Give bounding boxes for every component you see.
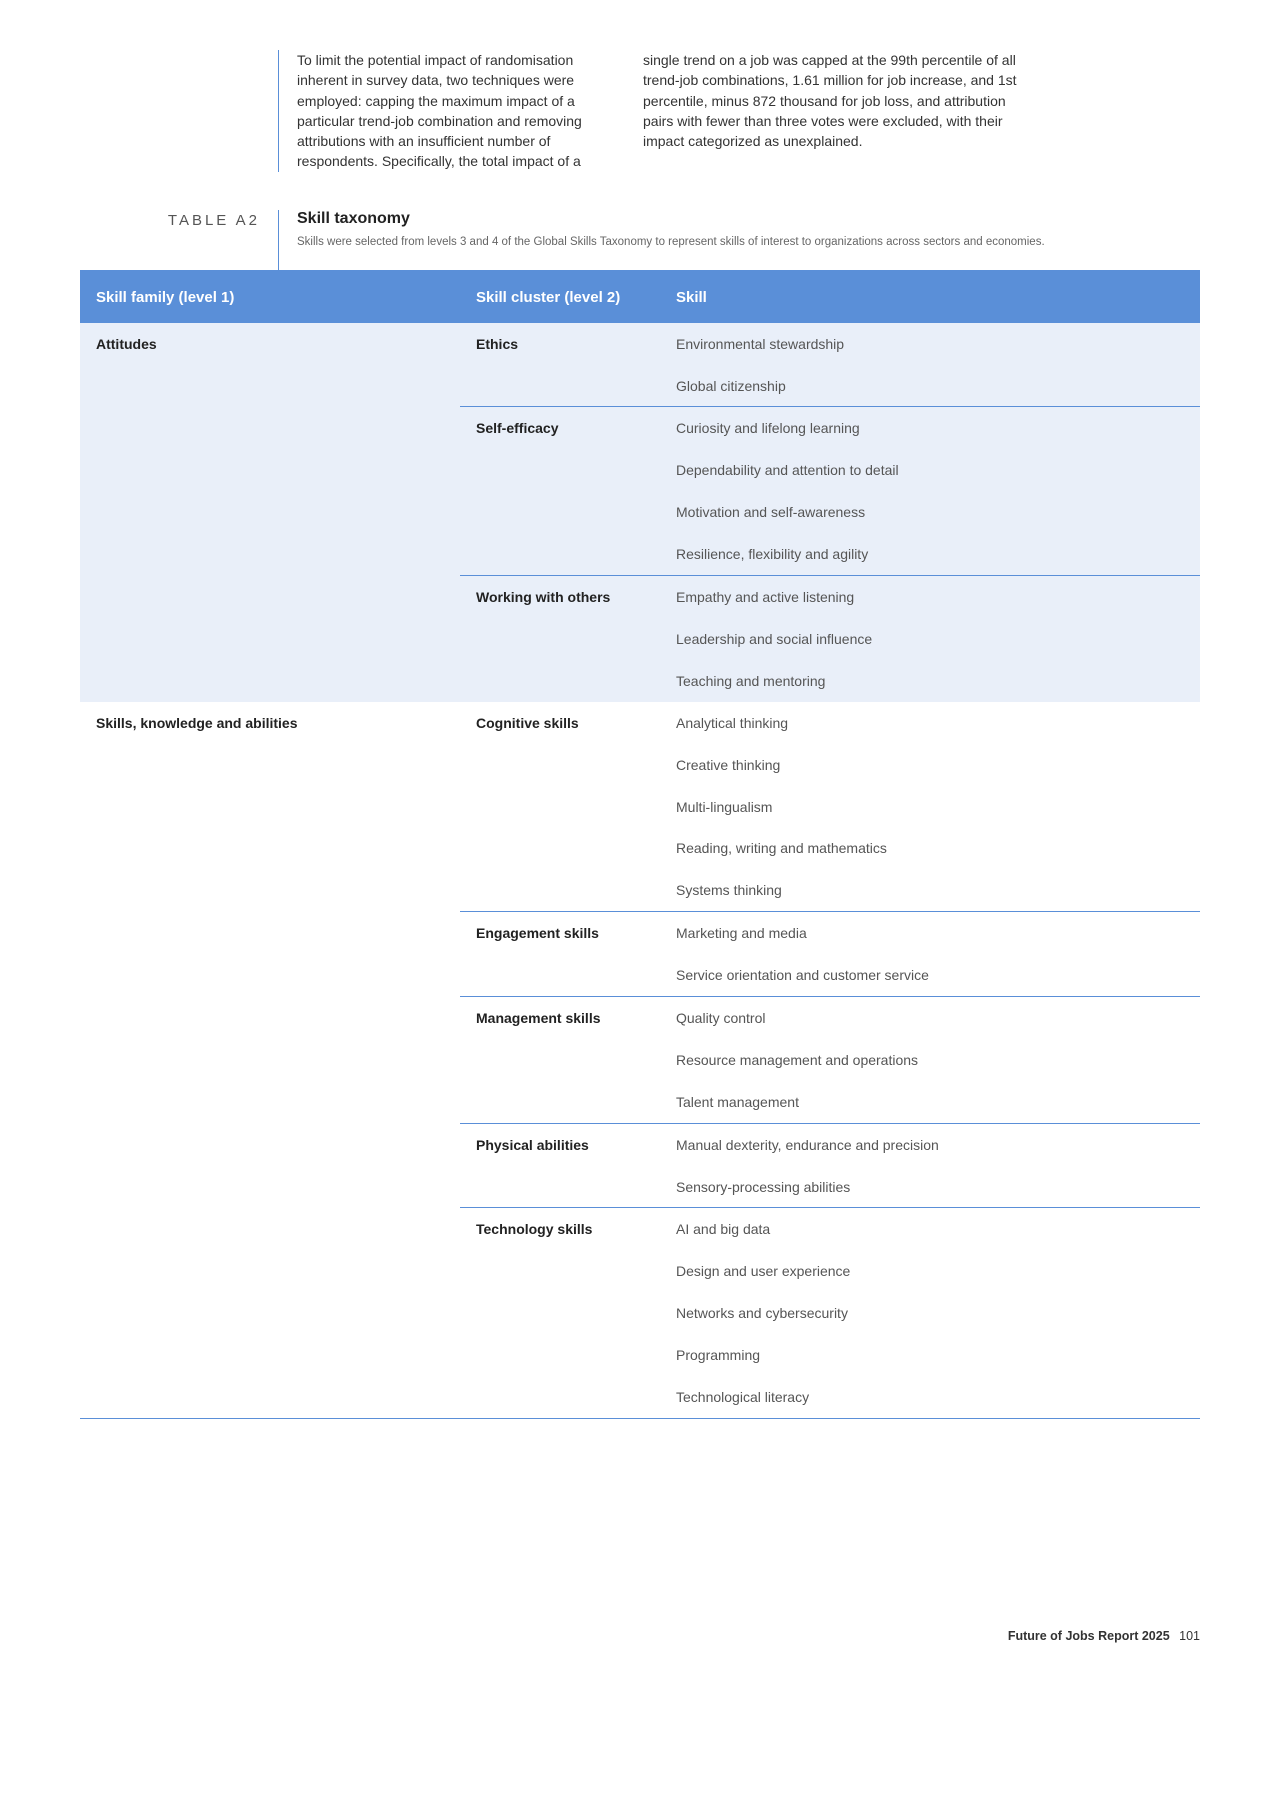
skill-cluster-cell: Working with others: [460, 576, 660, 702]
skill-taxonomy-table: Skill family (level 1) Skill cluster (le…: [80, 270, 1200, 1418]
skill-cell: Systems thinking: [660, 869, 1200, 911]
skill-cluster-cell: Ethics: [460, 323, 660, 407]
table-title-block: Skill taxonomy Skills were selected from…: [278, 210, 1200, 271]
intro-left-column: To limit the potential impact of randomi…: [278, 50, 633, 172]
skill-cell: Curiosity and lifelong learning: [660, 407, 1200, 449]
header-skill: Skill: [660, 272, 1200, 322]
skill-cell: Dependability and attention to detail: [660, 449, 1200, 491]
skill-cell: Sensory-processing abilities: [660, 1166, 1200, 1208]
skill-cell: Multi-lingualism: [660, 786, 1200, 828]
skill-cell: Environmental stewardship: [660, 323, 1200, 365]
skill-family-cell: Attitudes: [80, 323, 460, 702]
skill-cell: Quality control: [660, 996, 1200, 1038]
table-title: Skill taxonomy: [297, 210, 1200, 228]
skill-cell: Service orientation and customer service: [660, 954, 1200, 996]
header-skill-cluster: Skill cluster (level 2): [460, 272, 660, 322]
skill-cluster-cell: Physical abilities: [460, 1123, 660, 1208]
skill-cell: Technological literacy: [660, 1376, 1200, 1418]
table-body: AttitudesEthicsEnvironmental stewardship…: [80, 323, 1200, 1419]
skill-cell: Resource management and operations: [660, 1039, 1200, 1081]
skill-cell: Creative thinking: [660, 744, 1200, 786]
table-row: Skills, knowledge and abilitiesCognitive…: [80, 702, 1200, 744]
intro-paragraph-block: To limit the potential impact of randomi…: [278, 50, 1200, 172]
skill-cell: Programming: [660, 1334, 1200, 1376]
skill-cluster-cell: Technology skills: [460, 1208, 660, 1418]
skill-cell: Leadership and social influence: [660, 618, 1200, 660]
table-row: AttitudesEthicsEnvironmental stewardship: [80, 323, 1200, 365]
skill-family-cell: Skills, knowledge and abilities: [80, 702, 460, 1419]
intro-text-left: To limit the potential impact of randomi…: [297, 50, 603, 172]
intro-right-column: single trend on a job was capped at the …: [633, 50, 1018, 172]
skill-cell: Resilience, flexibility and agility: [660, 533, 1200, 575]
table-caption: Skills were selected from levels 3 and 4…: [297, 234, 1200, 251]
skill-cell: Networks and cybersecurity: [660, 1292, 1200, 1334]
skill-cluster-cell: Cognitive skills: [460, 702, 660, 912]
skill-cell: Analytical thinking: [660, 702, 1200, 744]
skill-cell: Reading, writing and mathematics: [660, 827, 1200, 869]
skill-cell: Talent management: [660, 1081, 1200, 1123]
skill-cell: Design and user experience: [660, 1250, 1200, 1292]
skill-cluster-cell: Self-efficacy: [460, 407, 660, 576]
skill-cell: Motivation and self-awareness: [660, 491, 1200, 533]
skill-cell: Teaching and mentoring: [660, 660, 1200, 702]
footer-report-title: Future of Jobs Report 2025: [1008, 1629, 1170, 1643]
skill-cell: AI and big data: [660, 1208, 1200, 1250]
table-heading-row: TABLE A2 Skill taxonomy Skills were sele…: [80, 210, 1200, 271]
skill-cell: Manual dexterity, endurance and precisio…: [660, 1123, 1200, 1165]
skill-cell: Empathy and active listening: [660, 576, 1200, 618]
skill-cluster-cell: Management skills: [460, 996, 660, 1123]
intro-text-right: single trend on a job was capped at the …: [643, 50, 1018, 151]
skill-cluster-cell: Engagement skills: [460, 912, 660, 997]
table-label-text: TABLE A2: [168, 212, 260, 229]
page-footer: Future of Jobs Report 2025 101: [80, 1629, 1200, 1643]
footer-page-number: 101: [1179, 1629, 1200, 1643]
table-header-row: Skill family (level 1) Skill cluster (le…: [80, 272, 1200, 322]
header-skill-family: Skill family (level 1): [80, 272, 460, 322]
skill-cell: Global citizenship: [660, 365, 1200, 407]
skill-cell: Marketing and media: [660, 912, 1200, 954]
table-label: TABLE A2: [80, 210, 278, 271]
